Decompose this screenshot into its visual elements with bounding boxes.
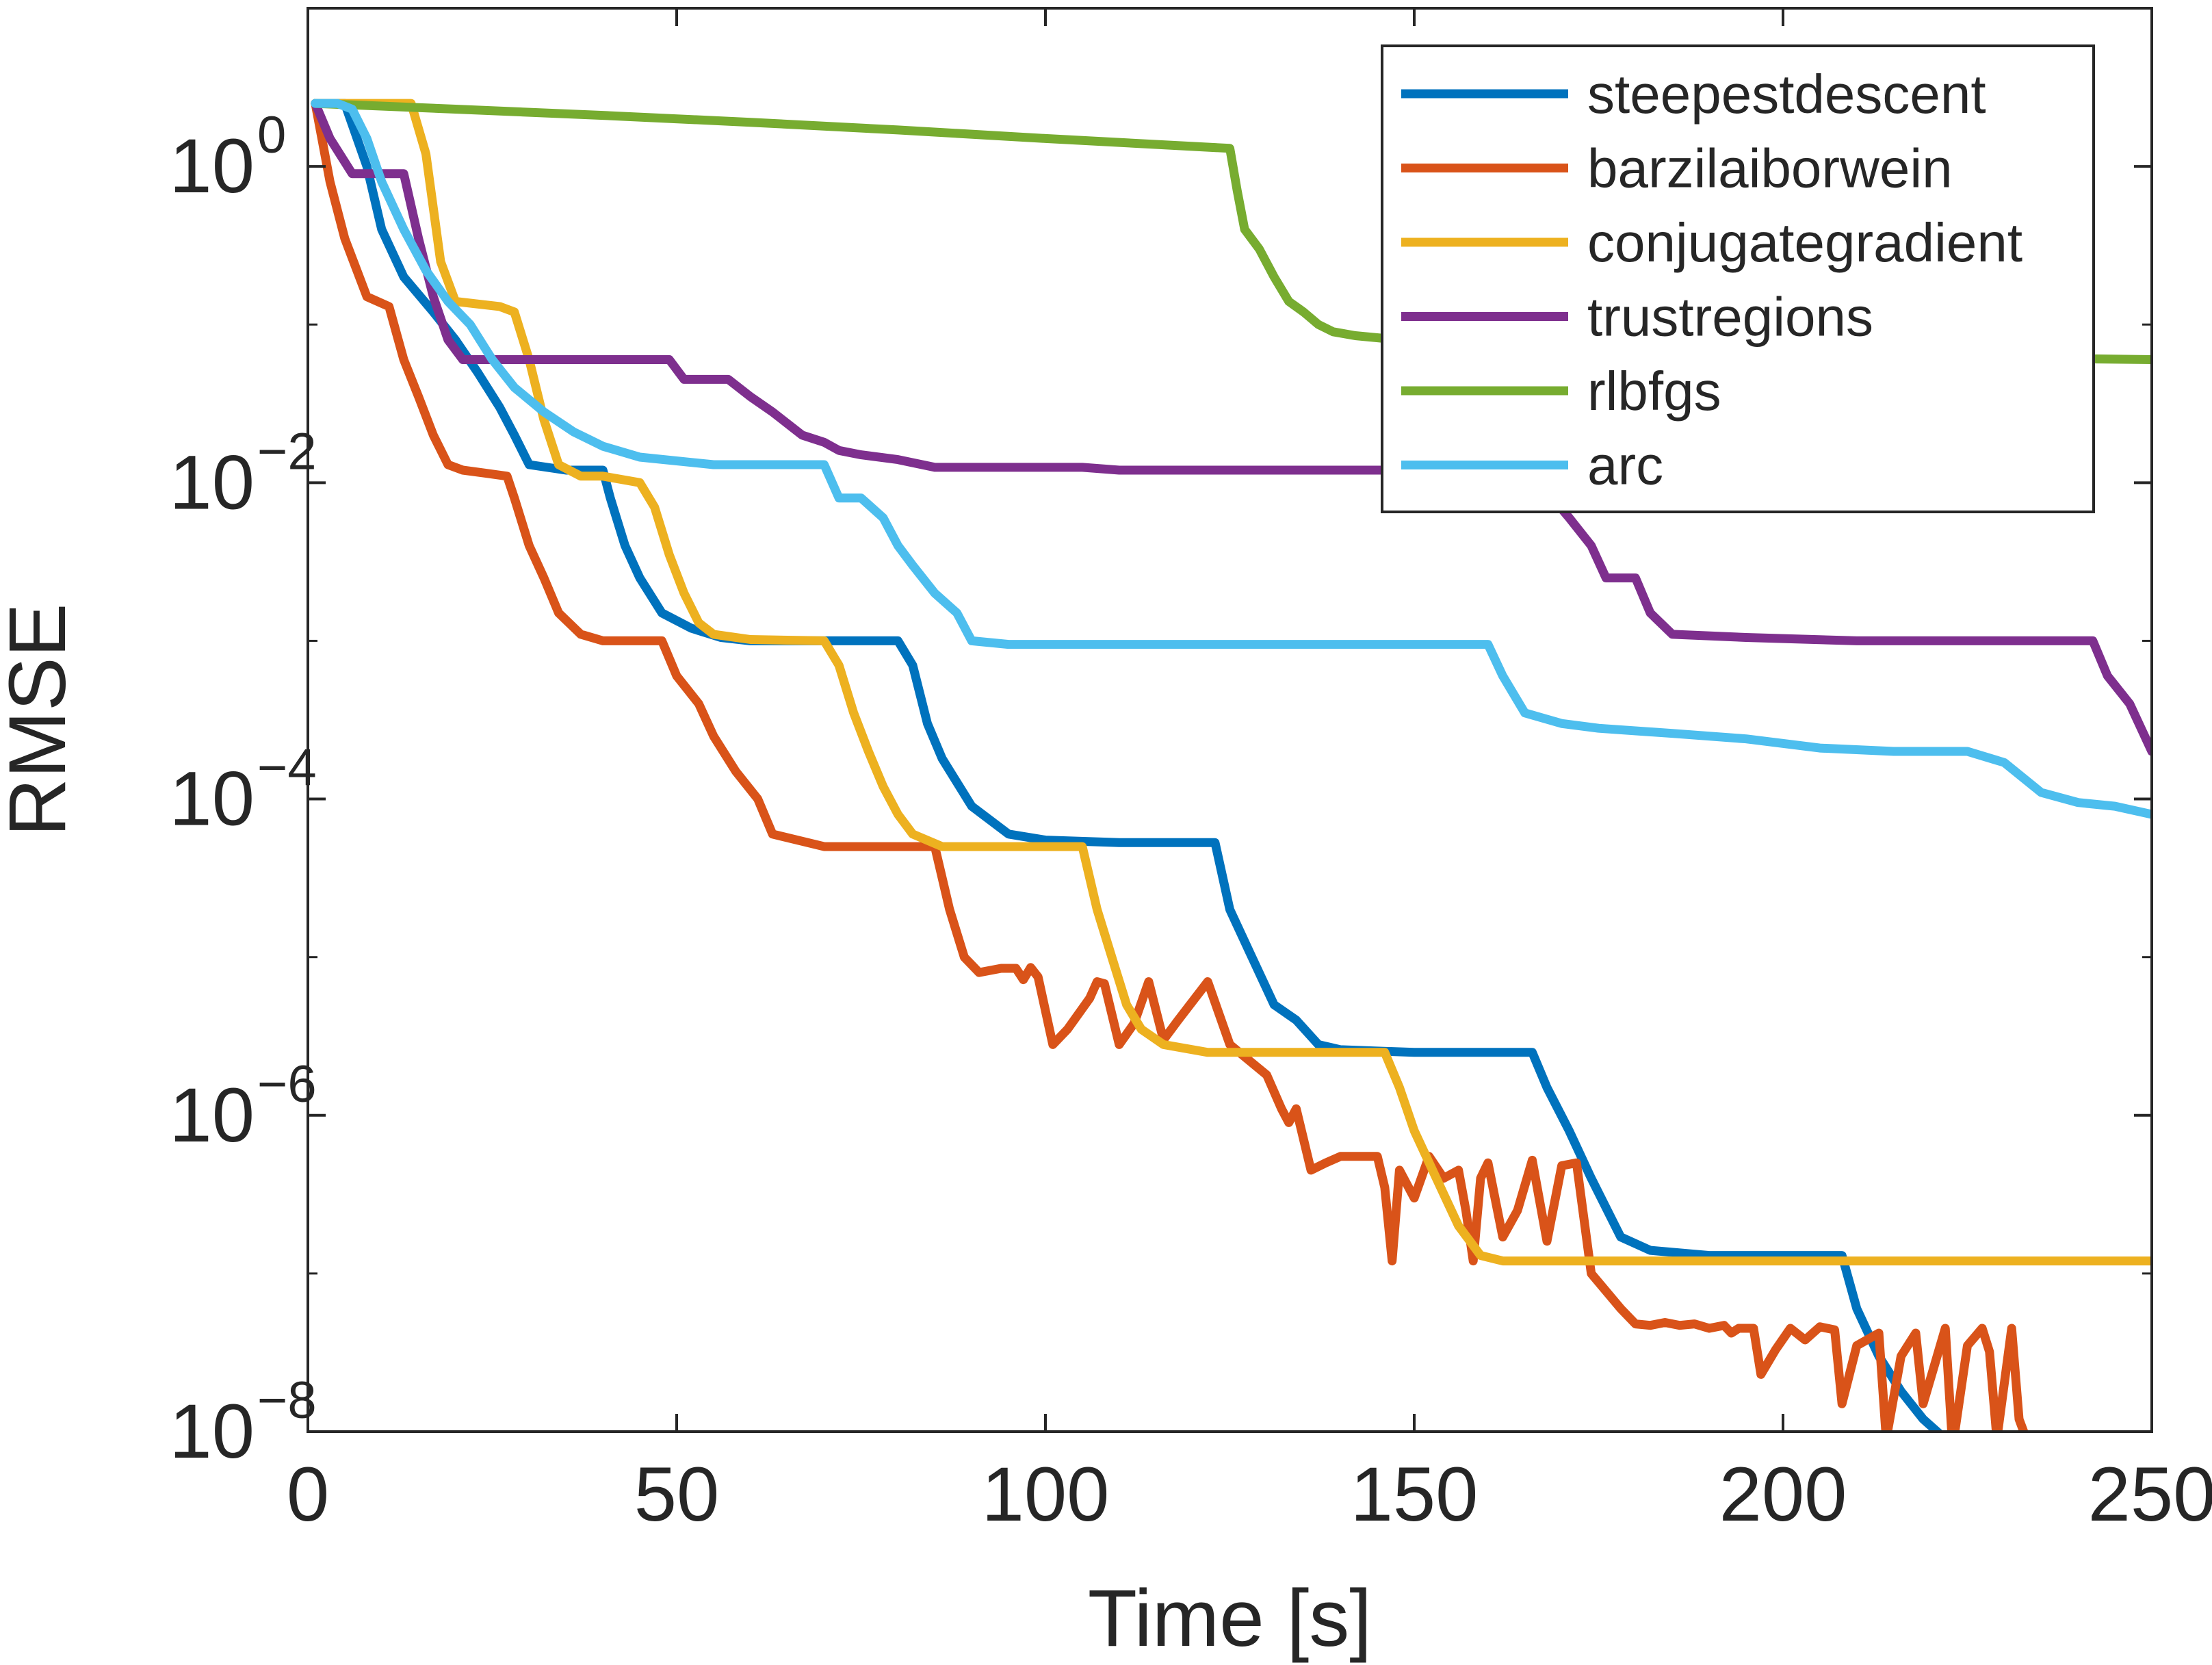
- series-line-barzilaiborwein: [311, 99, 2029, 1432]
- series-line-arc: [311, 99, 2152, 819]
- x-axis-label: Time [s]: [1088, 1573, 1372, 1664]
- legend: steepestdescent barzilaiborwein conjugateg…: [1381, 44, 2095, 513]
- series-line-conjugategradient: [311, 99, 2152, 1266]
- x-tick-label: 250: [2088, 1451, 2212, 1537]
- legend-label-rlbfgs: rlbfgs: [1587, 361, 1721, 422]
- x-tick-label: 150: [1351, 1451, 1479, 1537]
- series-line-steepestdescent: [311, 99, 1944, 1432]
- y-tick-label: 10: [169, 756, 255, 842]
- y-tick-label: 10: [169, 439, 255, 525]
- y-tick-exponent: −2: [257, 422, 317, 480]
- x-tick-label: 200: [1719, 1451, 1847, 1537]
- y-tick-label: 10: [169, 1389, 255, 1474]
- series-line-trustregions: [311, 99, 2152, 756]
- legend-label-arc: arc: [1587, 435, 1663, 496]
- y-axis-label: RMSE: [0, 604, 83, 837]
- y-tick-exponent: −4: [257, 739, 317, 797]
- legend-label-steepestdescent: steepestdescent: [1587, 64, 1986, 125]
- y-tick-label: 10: [169, 123, 255, 209]
- plot-area: [311, 99, 2152, 1432]
- y-tick-label: 10: [169, 1072, 255, 1158]
- axes-box: [307, 7, 2153, 1433]
- y-tick-exponent: 0: [257, 106, 286, 164]
- x-tick-label: 50: [634, 1451, 720, 1537]
- y-tick-exponent: −8: [257, 1371, 317, 1430]
- legend-label-conjugategradient: conjugategradient: [1587, 212, 2022, 273]
- legend-label-barzilaiborwein: barzilaiborwein: [1587, 138, 1953, 199]
- legend-label-trustregions: trustregions: [1587, 287, 1873, 348]
- y-tick-exponent: −6: [257, 1055, 317, 1113]
- x-tick-label: 0: [287, 1451, 329, 1537]
- legend-box: [1381, 44, 2095, 513]
- x-tick-label: 100: [982, 1451, 1110, 1537]
